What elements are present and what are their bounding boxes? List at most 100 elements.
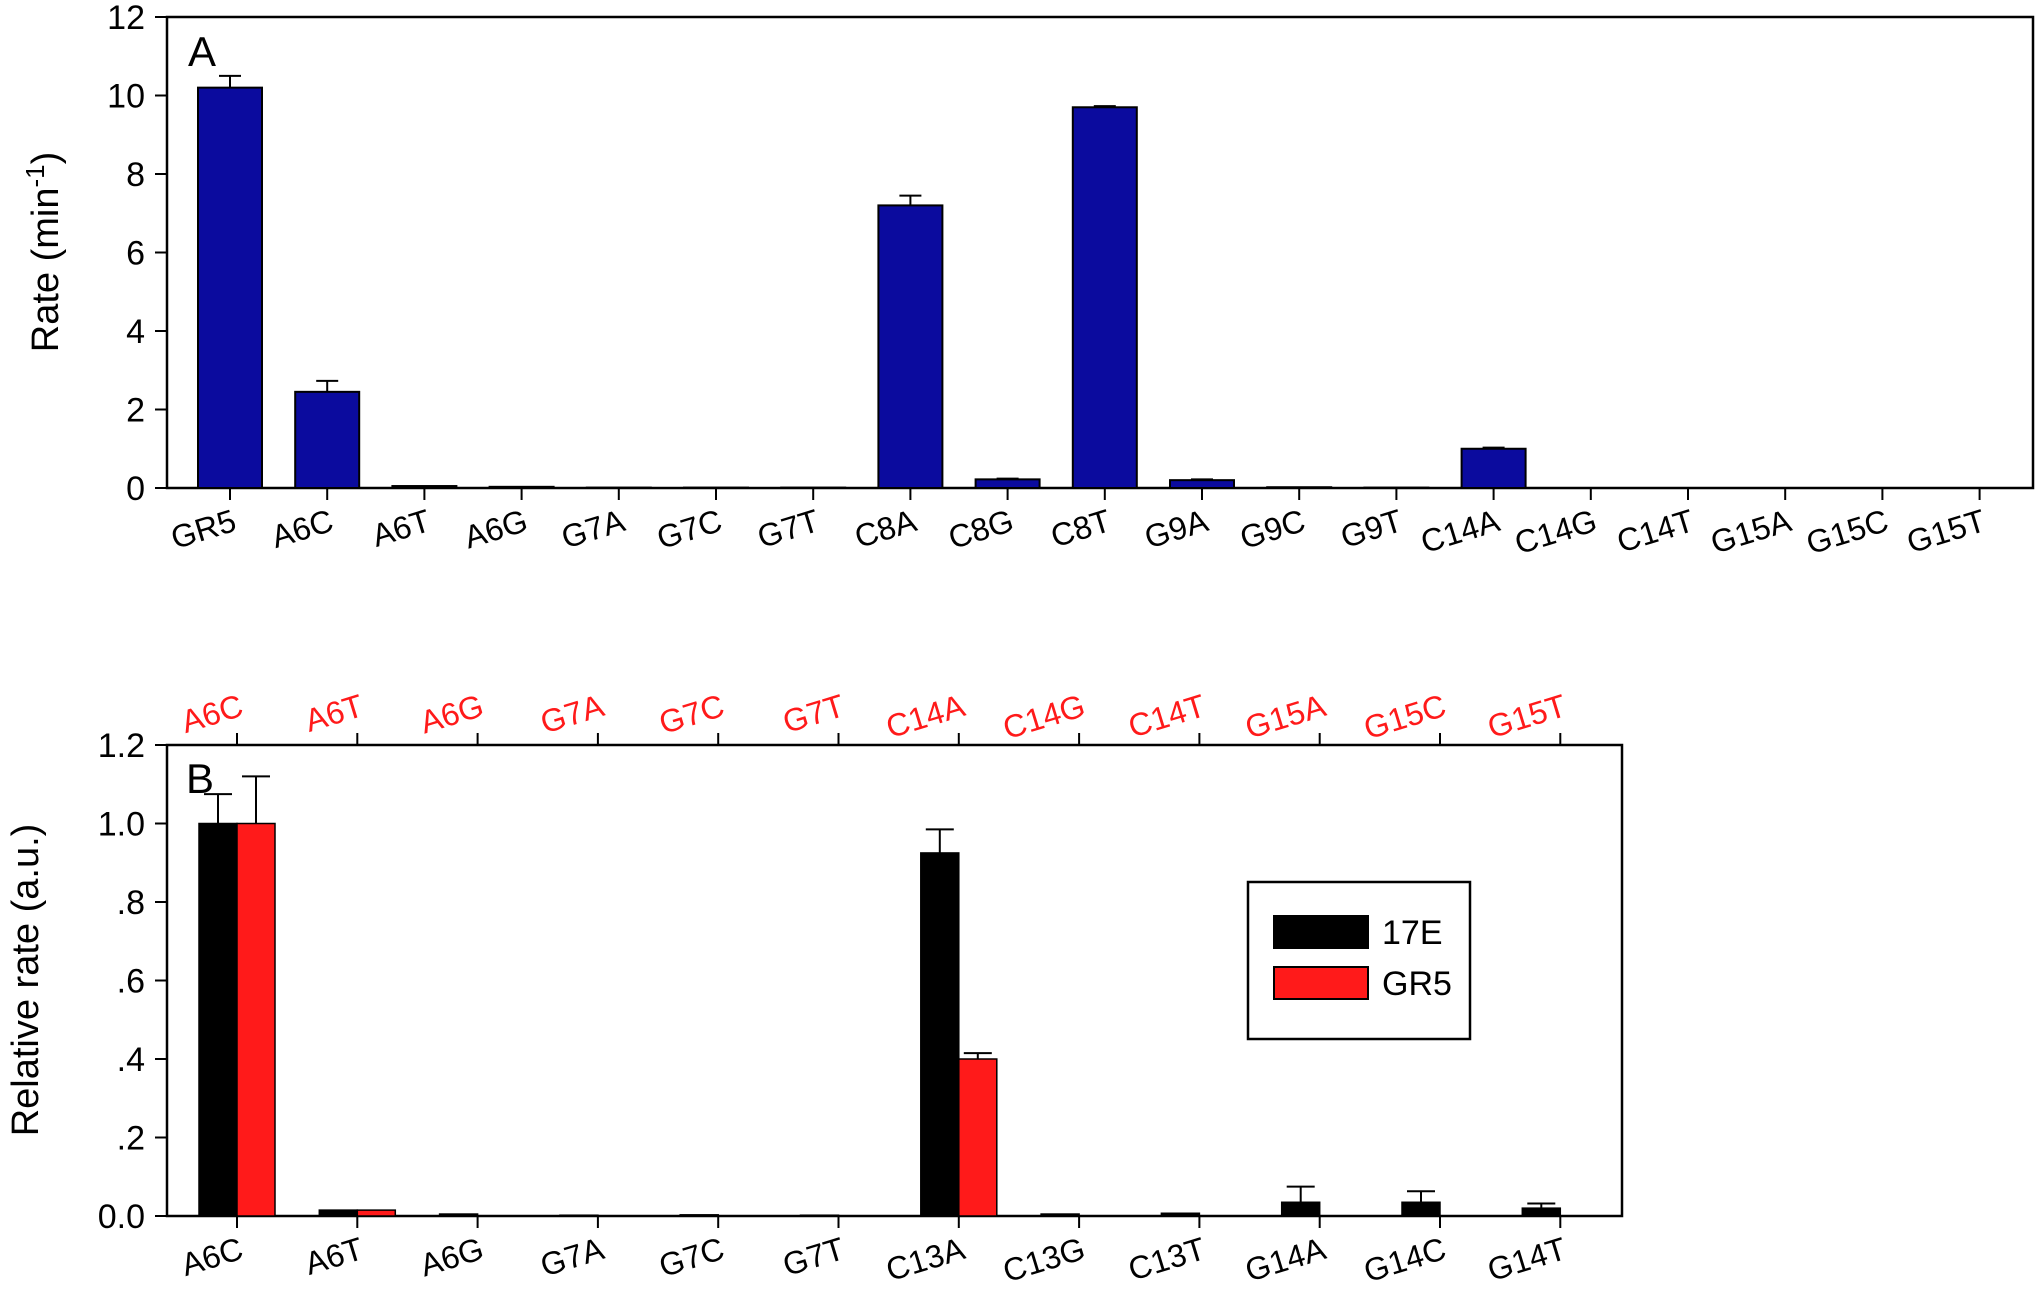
panel-a-bars bbox=[197, 74, 1527, 490]
y-tick-label: 2 bbox=[126, 392, 145, 430]
x-tick-label: A6C bbox=[267, 502, 337, 555]
panel-a-y-axis-title: Rate (min-1) bbox=[20, 152, 67, 353]
bar-17e-g14t bbox=[1521, 1207, 1562, 1217]
legend-swatch-gr5 bbox=[1273, 966, 1369, 1000]
x-tick-label: C14A bbox=[1417, 502, 1505, 560]
bar-gr5-a6t bbox=[356, 1209, 397, 1217]
bar-a6g bbox=[488, 485, 555, 490]
x-tick-label: G15C bbox=[1802, 502, 1892, 561]
bar-a6c bbox=[294, 390, 361, 489]
bar-gr5 bbox=[197, 86, 263, 490]
x-tick-label: G7A bbox=[557, 502, 629, 555]
panel-b-y-ticks: 0.0 .2 .4 .6 .8 1.0 1.2 bbox=[98, 727, 167, 1236]
x-tick-label: G9T bbox=[1336, 502, 1406, 555]
top-tick-label: A6C bbox=[177, 687, 247, 740]
top-tick-label: A6G bbox=[416, 687, 488, 740]
x-tick-label: G7A bbox=[536, 1230, 608, 1283]
bar-a6t bbox=[391, 485, 458, 490]
bar-17e-g7a bbox=[559, 1214, 599, 1217]
bar-c8a bbox=[877, 204, 944, 489]
x-tick-label: C14G bbox=[1510, 502, 1600, 561]
y-tick-label: .8 bbox=[117, 884, 145, 922]
y-tick-label: 0.0 bbox=[98, 1198, 145, 1236]
y-tick-label: 10 bbox=[107, 78, 145, 116]
top-tick-label: C14T bbox=[1124, 687, 1209, 744]
x-tick-label: C13G bbox=[999, 1230, 1089, 1289]
panel-b-y-axis-title: Relative rate (a.u.) bbox=[5, 824, 47, 1137]
panel-b: B Relative rate (a.u.) 0.0.2.4.6.81.01.2… bbox=[5, 687, 1624, 1289]
bar-gr5-a6c bbox=[236, 822, 276, 1217]
bar-g9c bbox=[1266, 486, 1333, 489]
bar-17e-c13g bbox=[1040, 1213, 1080, 1217]
legend-box bbox=[1246, 880, 1472, 1041]
x-tick-label: C13A bbox=[882, 1230, 970, 1288]
x-tick-label: A6C bbox=[177, 1230, 247, 1283]
top-tick-label: G15A bbox=[1241, 687, 1330, 746]
y-tick-label: 4 bbox=[126, 313, 145, 351]
top-tick-label: G15T bbox=[1483, 687, 1570, 745]
x-tick-label: A6G bbox=[416, 1230, 488, 1283]
x-tick-label: A6G bbox=[460, 502, 532, 555]
bar-17e-c13a bbox=[920, 852, 960, 1217]
bar-17e-g14a bbox=[1280, 1201, 1321, 1217]
y-tick-label: 6 bbox=[126, 235, 145, 273]
x-tick-label: C14T bbox=[1613, 502, 1698, 559]
panel-a-x-ticks: GR5 A6C A6T A6G G7A G7C G7T C8A C8G C8T G9A G9C G9T C… bbox=[167, 488, 1990, 561]
y-tick-label: 0 bbox=[126, 470, 145, 508]
x-tick-label: G14A bbox=[1241, 1230, 1330, 1289]
x-tick-label: G14C bbox=[1360, 1230, 1450, 1289]
legend-swatch-17e bbox=[1273, 915, 1369, 949]
legend-label-gr5: GR5 bbox=[1382, 965, 1452, 1003]
panel-b-x-ticks: A6C A6T A6G G7A G7C G7T C13A C13G C13T G14A G14C G1… bbox=[177, 1216, 1570, 1289]
x-tick-label: C8G bbox=[944, 502, 1017, 556]
bar-c8t bbox=[1071, 106, 1138, 490]
x-tick-label: G14T bbox=[1483, 1230, 1570, 1288]
bar-17e-g7c bbox=[679, 1214, 719, 1217]
y-tick-label: 1.2 bbox=[98, 727, 145, 765]
y-tick-label: 12 bbox=[107, 0, 145, 37]
bar-17e-c13t bbox=[1160, 1212, 1201, 1217]
top-tick-label: G15C bbox=[1360, 687, 1450, 746]
panel-a-label: A bbox=[188, 28, 216, 75]
y-tick-label: 8 bbox=[126, 156, 145, 194]
y-tick-label: .6 bbox=[117, 963, 145, 1001]
bar-17e-a6g bbox=[438, 1213, 479, 1217]
y-tick-label: .4 bbox=[117, 1041, 145, 1079]
x-tick-label: G7C bbox=[653, 502, 726, 556]
x-tick-label: GR5 bbox=[167, 502, 240, 556]
x-tick-label: C8A bbox=[850, 502, 921, 555]
bar-17e-g14c bbox=[1401, 1201, 1441, 1217]
top-tick-label: C14A bbox=[882, 687, 970, 745]
legend-label-17e: 17E bbox=[1382, 914, 1443, 952]
bar-gr5-c13a bbox=[958, 1058, 998, 1217]
panel-a-y-ticks: 0 2 4 6 8 10 12 bbox=[107, 0, 167, 508]
x-tick-label: G7C bbox=[655, 1230, 728, 1284]
bar-17e-a6c bbox=[198, 822, 238, 1217]
top-tick-label: G7C bbox=[655, 687, 728, 741]
x-tick-label: C13T bbox=[1124, 1230, 1209, 1287]
bar-17e-a6t bbox=[318, 1209, 359, 1217]
top-tick-label: G7T bbox=[779, 687, 849, 740]
x-tick-label: A6T bbox=[368, 502, 435, 554]
x-tick-label: C8T bbox=[1047, 502, 1115, 554]
y-tick-label: 1.0 bbox=[98, 806, 145, 844]
panel-b-top-ticks: A6C A6T A6G G7A G7C G7T C14A C14G C14T G15A G15C G1… bbox=[177, 687, 1570, 746]
x-tick-label: G9A bbox=[1140, 502, 1212, 555]
y-tick-label: .2 bbox=[117, 1120, 145, 1158]
panel-b-bars bbox=[198, 775, 1562, 1217]
x-tick-label: G7T bbox=[779, 1230, 849, 1283]
x-tick-label: G9C bbox=[1236, 502, 1309, 556]
x-tick-label: G15A bbox=[1706, 502, 1795, 561]
top-tick-label: C14G bbox=[999, 687, 1089, 746]
top-tick-label: G7A bbox=[536, 687, 608, 740]
x-tick-label: G7T bbox=[753, 502, 823, 555]
x-tick-label: G15T bbox=[1903, 502, 1990, 560]
bar-17e-g7t bbox=[799, 1214, 840, 1217]
panel-a: A Rate (min-1) 0 2 4 6 8 10 12 GR5 A6C A6T A6G G7A… bbox=[20, 0, 2035, 561]
bar-g9a bbox=[1169, 479, 1235, 489]
bar-c14a bbox=[1460, 447, 1527, 489]
top-tick-label: A6T bbox=[301, 687, 368, 739]
x-tick-label: A6T bbox=[301, 1230, 368, 1282]
